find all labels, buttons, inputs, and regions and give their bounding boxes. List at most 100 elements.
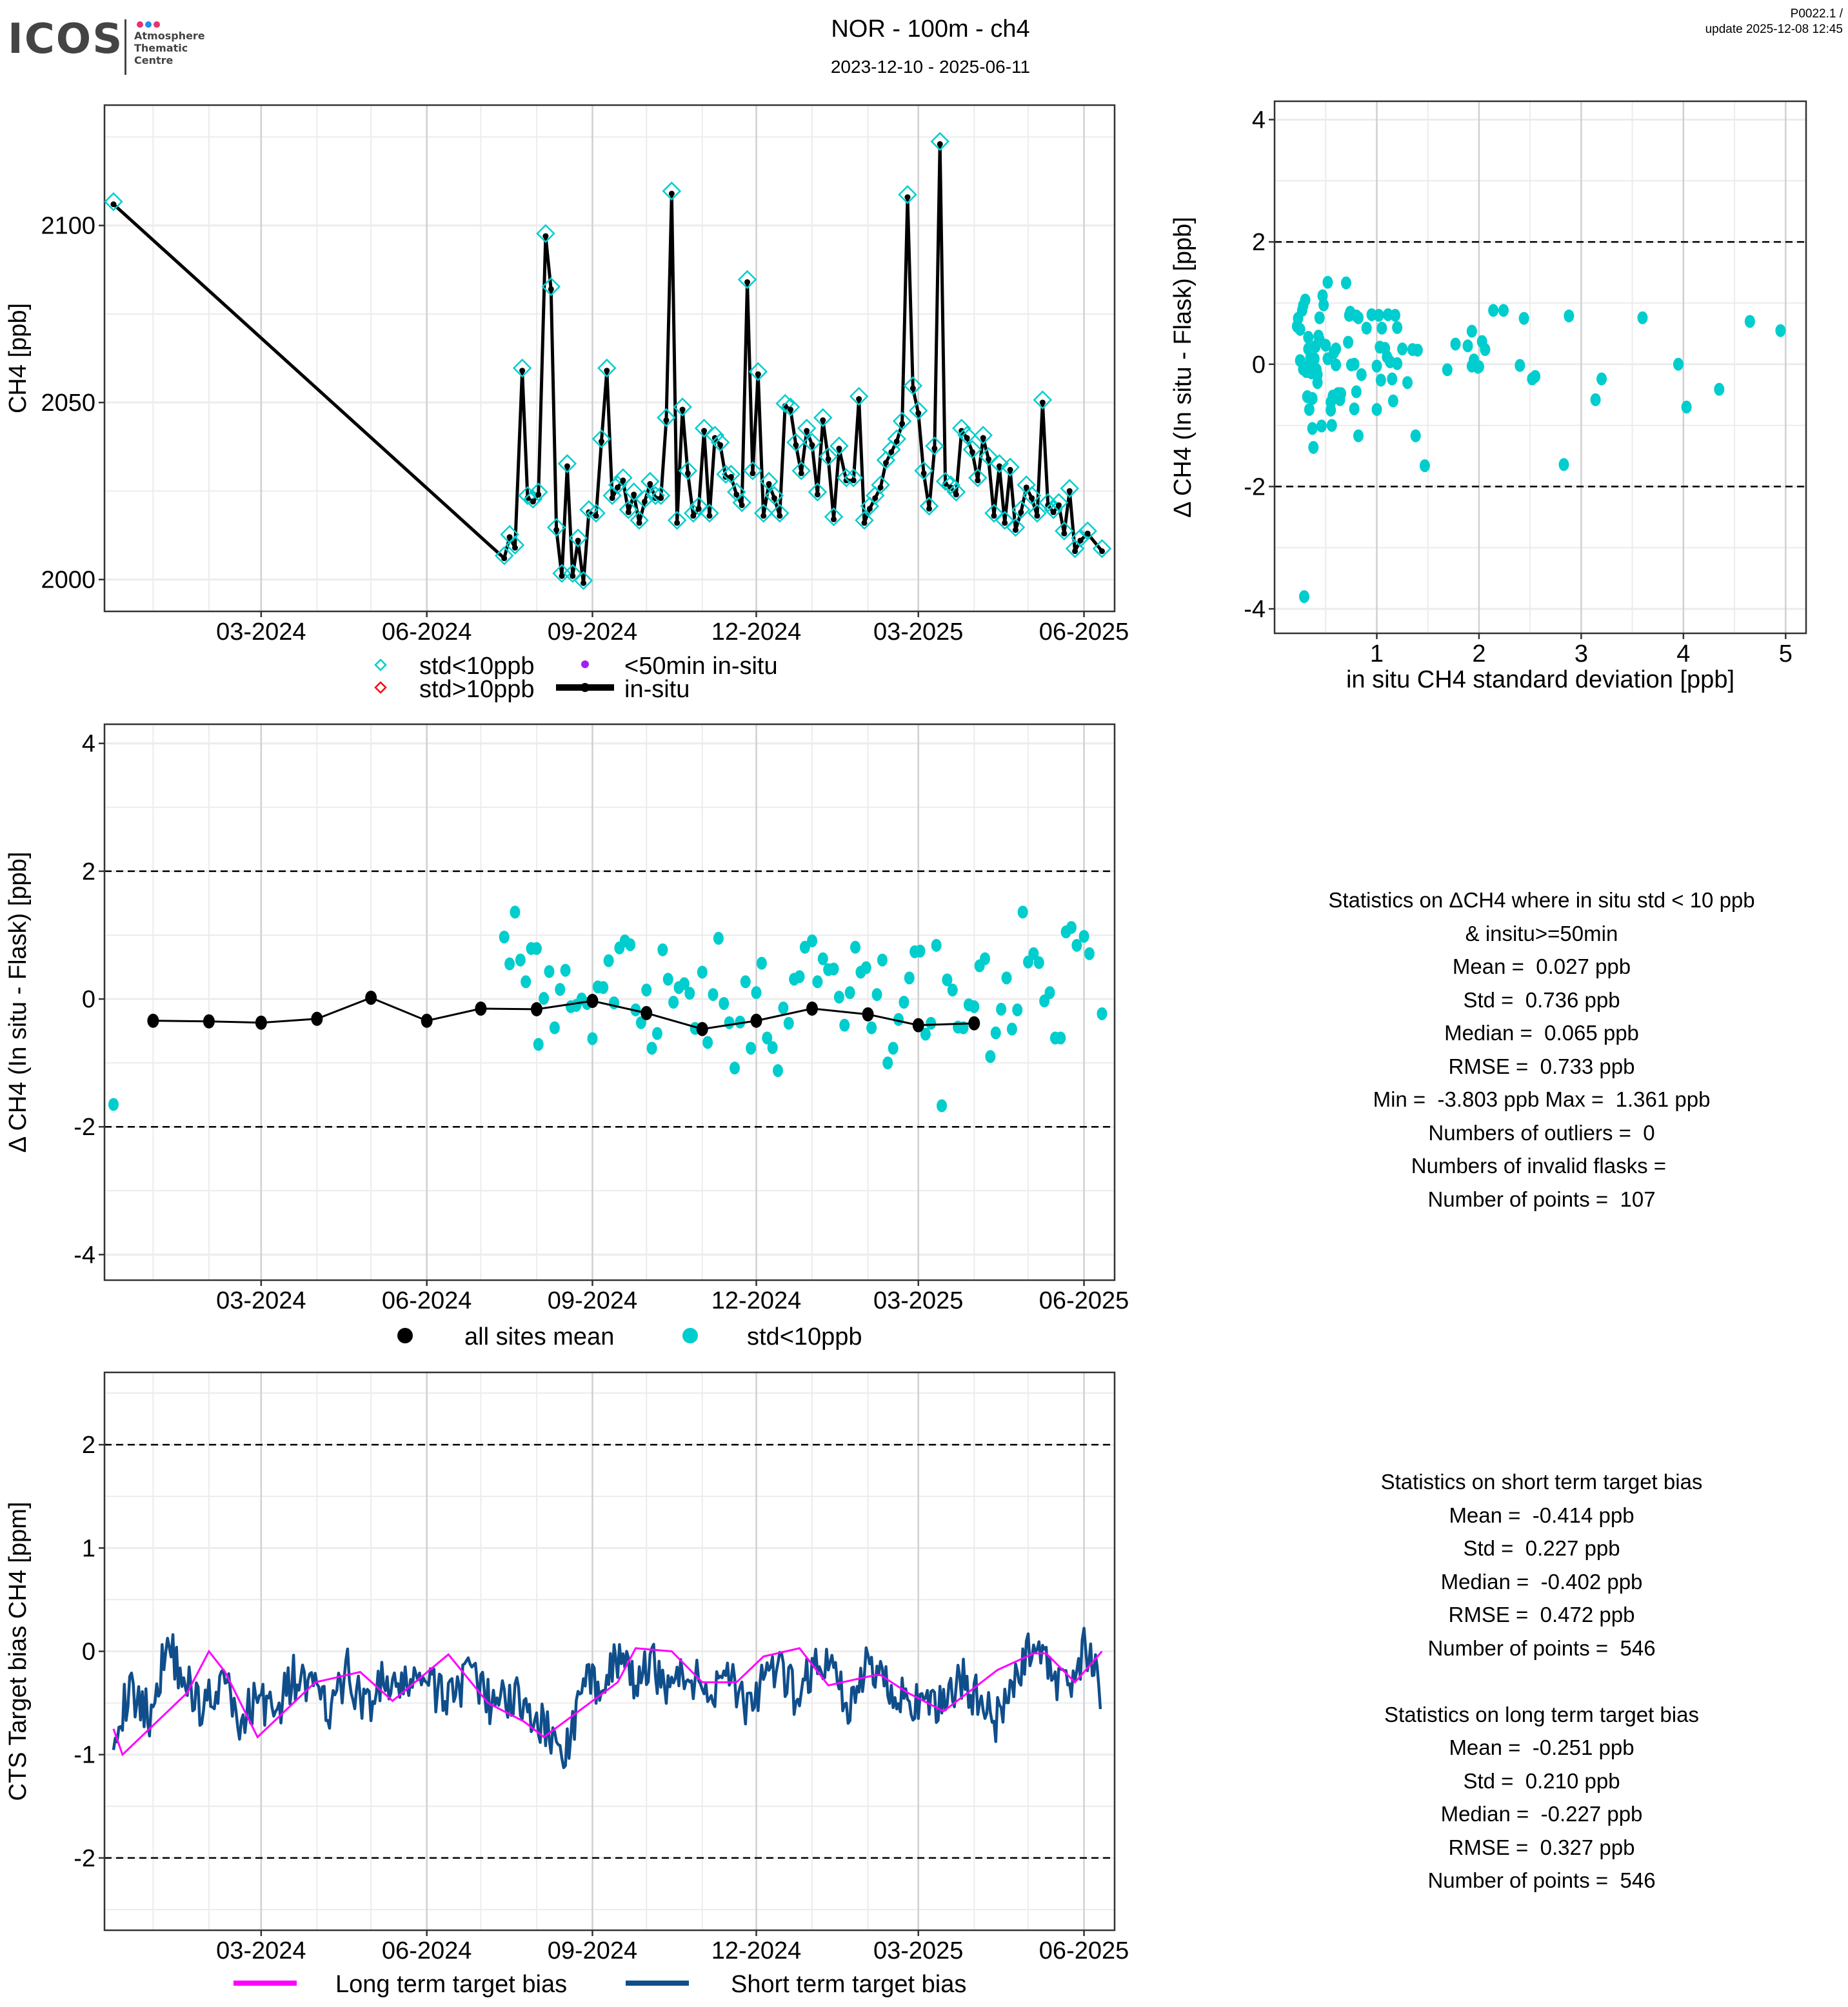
flask-diamond [1006, 517, 1026, 537]
legend: std<10ppb <50min in-situ std>10ppb in-situ [374, 653, 778, 703]
stats-line: Std = 0.210 ppb [1463, 1768, 1620, 1793]
mean-point [203, 1014, 215, 1029]
insitu-point [760, 513, 767, 519]
y-tick-label: -2 [1244, 473, 1266, 500]
delta-point [773, 1064, 783, 1078]
insitu-point [553, 527, 560, 533]
scatter-point [1317, 289, 1328, 302]
stats-target-panel: Statistics on short term target bias Mean… [1213, 1465, 1848, 1897]
x-tick-label: 12-2024 [711, 618, 801, 646]
insitu-point [888, 449, 895, 455]
flask-diamond [962, 440, 982, 459]
insitu-point [1072, 548, 1078, 555]
insitu-point [1034, 513, 1040, 519]
legend: all sites mean std<10ppb [397, 1323, 862, 1350]
insitu-point [690, 513, 697, 519]
delta-point [762, 1031, 773, 1045]
insitu-point [861, 520, 868, 526]
scatter-point [1558, 458, 1569, 471]
scatter-point [1673, 357, 1684, 371]
delta-point [719, 996, 730, 1010]
insitu-point [804, 428, 810, 434]
insitu-point [620, 477, 626, 484]
flask-diamond [1055, 521, 1074, 540]
delta-point [888, 1042, 899, 1055]
mean-point [806, 1001, 819, 1016]
y-tick-label: 2050 [41, 390, 95, 417]
scatter-point [1419, 459, 1430, 473]
mean-point [641, 1005, 653, 1020]
scatter-point [1343, 335, 1354, 349]
flask-diamond [844, 468, 864, 488]
insitu-point [674, 520, 681, 526]
legend-label: std<10ppb [419, 653, 535, 680]
stats-line: Mean = -0.414 ppb [1449, 1503, 1634, 1527]
flask-diamond [732, 493, 751, 513]
y-tick-label: 2 [82, 858, 95, 885]
scatter-point [1331, 358, 1342, 371]
delta-point [587, 1032, 598, 1045]
mean-point [365, 991, 377, 1005]
delta-point [756, 956, 767, 970]
mean-point [696, 1022, 708, 1036]
scatter-point [1331, 388, 1342, 402]
x-tick-label: 3 [1575, 640, 1588, 667]
flask-diamond [613, 468, 633, 488]
scatter-point [1326, 419, 1337, 432]
chart-timeseries: 03-2024 06-2024 09-2024 12-2024 03-2025 06-20… [5, 104, 1129, 703]
scatter-point [1744, 315, 1755, 328]
insitu-point [766, 480, 772, 487]
delta-point [833, 991, 844, 1004]
y-tick-label: 1 [82, 1535, 95, 1562]
stats-line: Std = 0.736 ppb [1463, 987, 1620, 1012]
chart-scatter-std: 1 2 3 4 5 -4 -2 0 2 4 Δ CH4 (In situ - Flask) [ppb… [1169, 100, 1807, 693]
scatter-point [1387, 394, 1398, 408]
x-tick-label: 06-2025 [1039, 1937, 1129, 1964]
delta-point [893, 1013, 904, 1026]
stats-line: Median = 0.065 ppb [1444, 1021, 1639, 1045]
delta-point [920, 1027, 931, 1041]
insitu-point [641, 499, 648, 505]
y-tick-label: -2 [74, 1845, 95, 1872]
stats-line: Statistics on long term target bias [1384, 1702, 1699, 1726]
flask-diamond [563, 564, 582, 583]
insitu-point [1039, 399, 1046, 406]
insitu-point [1050, 509, 1057, 515]
mean-point [586, 994, 599, 1009]
flask-diamond [908, 400, 928, 420]
insitu-point [564, 463, 570, 470]
legend-dot-icon [397, 1328, 413, 1343]
flask-diamond [662, 181, 682, 201]
flask-diamond [1049, 493, 1069, 513]
flask-diamond [494, 546, 514, 566]
stats-line: RMSE = 0.472 ppb [1448, 1603, 1635, 1626]
delta-point [510, 905, 521, 919]
flask-diamond [573, 571, 593, 590]
stats-line: RMSE = 0.327 ppb [1448, 1835, 1635, 1859]
flask-diamond [759, 471, 779, 491]
y-tick-label: 2000 [41, 567, 95, 594]
insitu-point [843, 477, 849, 484]
y-tick-label: 4 [1252, 106, 1266, 133]
insitu-point [969, 449, 975, 455]
logo-subtitle: Atmosphere Thematic Centre [134, 30, 205, 66]
flask-diamond [694, 419, 714, 438]
scatter-point [1375, 373, 1386, 387]
y-axis-label: CTS Target bias CH4 [ppm] [5, 1502, 32, 1801]
scatter-point [1564, 309, 1575, 322]
delta-point [1097, 1007, 1108, 1020]
x-tick-label: 03-2024 [216, 618, 306, 646]
x-tick-label: 03-2024 [216, 1287, 306, 1314]
flask-diamond [591, 429, 611, 449]
delta-point [1078, 929, 1089, 943]
insitu-point [647, 480, 653, 487]
delta-point [657, 943, 668, 956]
flask-diamond [528, 482, 548, 502]
scatter-point [1295, 322, 1306, 336]
y-axis-label: CH4 [ppb] [5, 303, 32, 413]
delta-point [1001, 971, 1012, 985]
flask-diamond [824, 507, 844, 527]
delta-point [651, 1027, 662, 1040]
insitu-point [788, 406, 794, 413]
delta-point [625, 938, 636, 951]
